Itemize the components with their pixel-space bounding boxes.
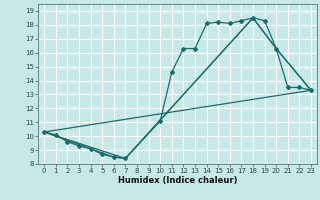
X-axis label: Humidex (Indice chaleur): Humidex (Indice chaleur) <box>118 176 237 185</box>
